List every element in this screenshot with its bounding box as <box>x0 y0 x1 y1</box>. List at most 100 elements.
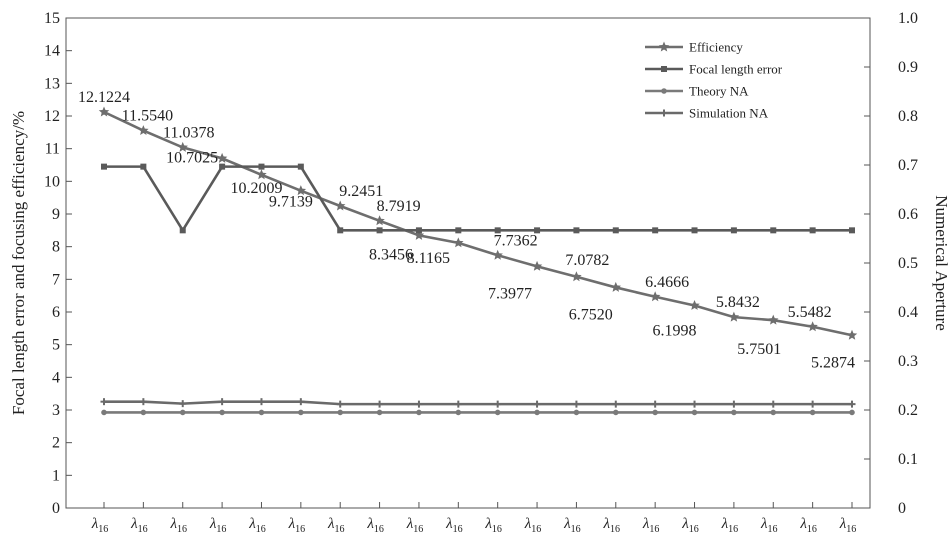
data-label: 8.1165 <box>407 250 450 267</box>
legend-marker <box>661 66 667 72</box>
x-tick-label: λ16 <box>484 516 502 535</box>
left-tick-label: 1 <box>52 467 60 484</box>
plot-frame <box>65 17 871 509</box>
data-point <box>413 229 425 240</box>
data-point <box>98 106 110 117</box>
data-point <box>768 314 779 325</box>
data-point <box>731 409 737 416</box>
data-point <box>298 409 304 416</box>
data-point <box>612 227 619 234</box>
x-tick-label: λ16 <box>366 516 384 535</box>
left-tick-label: 8 <box>52 239 60 256</box>
data-point <box>846 329 858 340</box>
x-tick-label: λ16 <box>721 516 739 535</box>
legend-item: Focal length error <box>645 62 783 77</box>
x-tick-label: λ16 <box>681 516 699 535</box>
data-point <box>455 409 462 416</box>
data-point <box>691 227 698 234</box>
data-point <box>258 163 265 170</box>
data-point <box>334 200 346 211</box>
series-line <box>104 165 852 233</box>
data-label: 5.7501 <box>737 341 781 358</box>
data-label: 10.7025 <box>166 149 218 166</box>
series-theory-na <box>101 409 855 416</box>
right-tick-label: 0.8 <box>898 108 918 125</box>
data-point <box>454 400 462 408</box>
data-point <box>494 409 501 416</box>
data-point <box>216 152 228 163</box>
x-tick-label: λ16 <box>327 516 345 535</box>
data-label: 5.5482 <box>788 304 832 321</box>
x-tick-label: λ16 <box>839 516 857 535</box>
data-point <box>769 400 777 408</box>
data-point <box>691 409 698 416</box>
legend-item: Efficiency <box>645 40 743 55</box>
data-point <box>728 311 740 322</box>
x-tick-label: λ16 <box>760 516 778 535</box>
right-tick-label: 0.6 <box>898 206 918 223</box>
data-point <box>534 409 540 416</box>
plot-border <box>65 17 871 509</box>
data-label: 10.2009 <box>230 180 282 197</box>
series-simulation-na <box>100 398 856 408</box>
legend-label: Focal length error <box>689 62 783 77</box>
legend-marker <box>658 41 670 52</box>
left-axis-title: Focal length error and focusing efficien… <box>9 111 28 415</box>
right-tick-label: 0.3 <box>898 353 918 370</box>
x-tick-label: λ16 <box>799 516 817 535</box>
x-axis: λ16 λ16 λ16 λ16 λ16 λ16 λ16 λ16 λ16 λ16 λ16 λ16 λ16 λ… <box>91 502 857 535</box>
data-point <box>651 400 659 408</box>
data-point <box>415 227 422 234</box>
data-point <box>691 400 699 408</box>
left-tick-label: 6 <box>52 304 60 321</box>
x-tick-label: λ16 <box>406 516 424 535</box>
data-point <box>415 400 423 408</box>
data-point <box>848 400 856 408</box>
x-tick-label: λ16 <box>445 516 463 535</box>
legend-item: Simulation NA <box>645 106 769 121</box>
data-point <box>807 321 818 332</box>
data-point <box>809 400 817 408</box>
right-tick-label: 0.9 <box>898 59 918 76</box>
data-point <box>295 185 307 196</box>
data-label: 7.3977 <box>488 285 532 302</box>
data-point <box>573 409 580 416</box>
data-point <box>492 249 503 260</box>
left-tick-label: 5 <box>52 337 60 354</box>
data-point <box>652 227 659 234</box>
data-point <box>179 400 187 408</box>
right-tick-label: 0.2 <box>898 402 918 419</box>
data-point <box>849 409 855 416</box>
left-tick-label: 14 <box>44 43 60 60</box>
data-point <box>337 409 344 416</box>
left-tick-label: 9 <box>52 206 60 223</box>
data-point <box>849 227 855 234</box>
data-point <box>571 271 582 282</box>
data-point <box>179 409 186 416</box>
data-label: 9.7139 <box>269 194 313 211</box>
right-y-axis: 0 0.1 0.2 0.3 0.4 0.5 0.6 0.7 0.8 0.9 1.0 <box>864 10 918 517</box>
data-point <box>297 398 305 406</box>
data-point <box>809 227 816 234</box>
data-point <box>730 227 737 234</box>
data-point <box>138 125 149 136</box>
right-tick-label: 0.5 <box>898 255 918 272</box>
data-point <box>770 409 777 416</box>
data-point <box>337 227 344 234</box>
left-tick-label: 2 <box>52 435 60 452</box>
data-label: 9.2451 <box>339 183 383 200</box>
data-label: 8.7919 <box>377 198 421 215</box>
data-point <box>730 400 738 408</box>
data-point <box>376 409 383 416</box>
right-axis-title: Numerical Aperture <box>932 195 951 330</box>
data-label: 12.1224 <box>78 89 130 106</box>
series-focal-length-error <box>101 163 855 234</box>
data-point <box>770 227 777 234</box>
data-label: 6.4666 <box>645 274 689 291</box>
data-point <box>140 409 147 416</box>
data-point <box>572 400 580 408</box>
x-tick-label: λ16 <box>91 516 109 535</box>
data-point <box>139 398 147 406</box>
data-point <box>573 227 580 234</box>
